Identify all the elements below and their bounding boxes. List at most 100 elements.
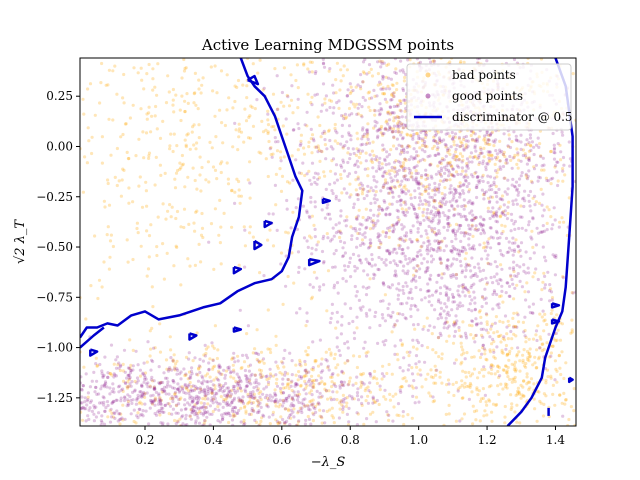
scatter-point xyxy=(230,189,234,193)
scatter-point xyxy=(482,365,486,369)
scatter-point xyxy=(107,68,111,72)
scatter-point xyxy=(506,375,510,379)
scatter-point xyxy=(418,368,422,372)
scatter-point xyxy=(177,390,181,394)
scatter-point xyxy=(487,371,491,375)
scatter-point xyxy=(327,69,331,73)
scatter-point xyxy=(456,389,460,393)
scatter-point xyxy=(414,215,418,219)
scatter-point xyxy=(311,384,315,388)
scatter-point xyxy=(324,157,328,161)
scatter-point xyxy=(534,267,538,271)
scatter-point xyxy=(463,257,467,261)
scatter-point xyxy=(105,400,110,404)
scatter-point xyxy=(456,289,460,293)
scatter-point xyxy=(118,412,122,416)
scatter-point xyxy=(387,302,391,306)
scatter-point xyxy=(517,250,521,254)
scatter-point xyxy=(204,374,208,378)
scatter-point xyxy=(237,129,241,133)
scatter-point xyxy=(384,163,388,167)
scatter-point xyxy=(527,158,531,162)
scatter-point xyxy=(290,379,294,383)
scatter-point xyxy=(457,325,461,330)
scatter-point xyxy=(487,398,491,402)
scatter-point xyxy=(211,397,215,401)
scatter-point xyxy=(288,181,292,185)
scatter-point xyxy=(487,160,491,164)
scatter-point xyxy=(197,242,201,246)
scatter-point xyxy=(360,137,364,141)
scatter-point xyxy=(428,163,432,167)
scatter-point xyxy=(538,335,542,339)
scatter-point xyxy=(312,385,316,390)
scatter-point xyxy=(452,321,457,325)
scatter-point xyxy=(88,400,92,405)
scatter-point xyxy=(458,259,462,263)
scatter-point xyxy=(283,407,287,411)
scatter-point xyxy=(415,216,419,220)
scatter-point xyxy=(290,397,294,401)
scatter-point xyxy=(323,382,327,386)
scatter-point xyxy=(413,195,417,200)
scatter-point xyxy=(423,360,427,364)
scatter-point xyxy=(94,385,98,390)
scatter-point xyxy=(330,385,334,389)
scatter-point xyxy=(93,390,97,394)
scatter-point xyxy=(448,178,452,182)
scatter-point xyxy=(364,293,369,297)
scatter-point xyxy=(482,374,486,378)
scatter-point xyxy=(257,391,261,395)
scatter-point xyxy=(364,226,368,230)
scatter-point xyxy=(84,317,88,321)
good-points-series xyxy=(80,58,576,426)
scatter-point xyxy=(281,377,285,381)
scatter-point xyxy=(512,332,516,336)
scatter-point xyxy=(470,324,474,328)
scatter-point xyxy=(434,373,438,377)
scatter-point xyxy=(405,145,409,150)
scatter-point xyxy=(383,127,387,131)
scatter-point xyxy=(183,110,187,114)
scatter-point xyxy=(203,405,208,409)
scatter-point xyxy=(193,356,197,360)
scatter-point xyxy=(171,87,175,92)
scatter-point xyxy=(251,124,256,128)
scatter-point xyxy=(210,146,214,150)
scatter-point xyxy=(306,404,310,409)
scatter-point xyxy=(532,152,536,157)
scatter-point xyxy=(501,153,506,157)
scatter-point xyxy=(262,361,266,365)
scatter-point xyxy=(180,163,184,167)
scatter-point xyxy=(462,207,466,211)
scatter-point xyxy=(269,399,274,403)
scatter-point xyxy=(180,153,184,158)
scatter-point xyxy=(115,92,119,96)
scatter-point xyxy=(338,353,342,357)
scatter-point xyxy=(176,387,180,391)
scatter-point xyxy=(429,273,433,277)
scatter-point xyxy=(443,302,447,306)
scatter-point xyxy=(84,419,88,423)
scatter-point xyxy=(335,398,339,402)
scatter-point xyxy=(372,108,376,112)
scatter-point xyxy=(143,391,147,396)
scatter-point xyxy=(403,75,407,80)
scatter-point xyxy=(251,62,255,66)
scatter-point xyxy=(495,265,499,269)
scatter-point xyxy=(482,146,486,150)
scatter-point xyxy=(355,147,359,151)
scatter-point xyxy=(554,331,559,335)
scatter-point xyxy=(375,136,380,140)
scatter-point xyxy=(495,292,499,297)
scatter-point xyxy=(536,277,540,282)
scatter-point xyxy=(488,335,492,339)
scatter-point xyxy=(458,385,462,389)
scatter-point xyxy=(436,208,440,212)
scatter-point xyxy=(466,175,470,179)
scatter-point xyxy=(478,419,482,423)
scatter-point xyxy=(238,378,242,382)
scatter-point xyxy=(320,380,324,384)
scatter-point xyxy=(386,306,390,311)
scatter-point xyxy=(381,143,385,147)
